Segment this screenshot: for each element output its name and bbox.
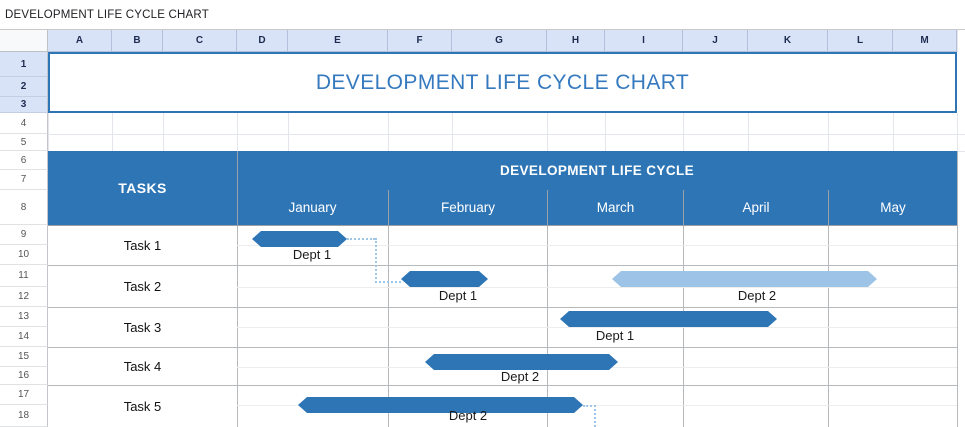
table-right-border	[957, 151, 958, 427]
grid-line-v	[452, 113, 453, 151]
row-header-18[interactable]: 18	[0, 405, 48, 427]
gantt-group-header[interactable]: DEVELOPMENT LIFE CYCLE	[237, 151, 957, 190]
grid-line-v	[957, 30, 958, 52]
row-header-15[interactable]: 15	[0, 347, 48, 367]
grid-line-v	[48, 113, 49, 151]
gantt-bar-label[interactable]: Dept 2	[500, 369, 540, 384]
gantt-bar-label[interactable]: Dept 1	[292, 247, 332, 262]
column-header-a[interactable]: A	[48, 30, 112, 52]
gantt-line-h	[48, 307, 957, 308]
gantt-line-h	[48, 347, 957, 348]
grid-line-v	[547, 113, 548, 151]
grid-line-v	[683, 113, 684, 151]
connector-line	[375, 238, 377, 283]
row-header-12[interactable]: 12	[0, 287, 48, 307]
grid-line-v	[163, 113, 164, 151]
column-header-d[interactable]: D	[237, 30, 288, 52]
grid-line-v	[828, 113, 829, 151]
gantt-bar-task-2[interactable]	[612, 271, 877, 287]
gantt-bar-task-4[interactable]	[425, 354, 618, 370]
connector-line	[347, 238, 375, 240]
grid-line-v	[893, 113, 894, 151]
row-header-13[interactable]: 13	[0, 307, 48, 327]
gantt-bar-label[interactable]: Dept 1	[438, 288, 478, 303]
connector-line	[375, 281, 401, 283]
task-name-cell[interactable]: Task 1	[123, 237, 162, 253]
column-header-e[interactable]: E	[288, 30, 388, 52]
grid-line-h	[48, 134, 965, 135]
grid-line-v	[957, 113, 958, 151]
grid-line-v	[605, 113, 606, 151]
column-header-f[interactable]: F	[388, 30, 452, 52]
row-header-16[interactable]: 16	[0, 367, 48, 385]
row-header-6[interactable]: 6	[0, 151, 48, 170]
month-header-january[interactable]: January	[237, 190, 388, 225]
gantt-bar-task-5[interactable]	[298, 397, 583, 413]
row-header-7[interactable]: 7	[0, 170, 48, 190]
row-header-3[interactable]: 3	[0, 97, 48, 113]
gantt-bar-label[interactable]: Dept 2	[448, 408, 488, 423]
task-name-cell[interactable]: Task 2	[123, 278, 162, 294]
month-header-march[interactable]: March	[547, 190, 683, 225]
gantt-faint-line	[237, 287, 957, 288]
row-header-10[interactable]: 10	[0, 245, 48, 265]
column-header-m[interactable]: M	[893, 30, 957, 52]
gantt-line-v	[547, 225, 548, 427]
select-all-corner[interactable]	[0, 30, 48, 52]
column-header-c[interactable]: C	[163, 30, 237, 52]
task-name-cell[interactable]: Task 4	[123, 358, 162, 374]
table-line	[48, 225, 957, 226]
row-header-1[interactable]: 1	[0, 52, 48, 77]
grid-line-v	[748, 113, 749, 151]
task-name-cell[interactable]: Task 3	[123, 319, 162, 335]
gantt-bar-task-3[interactable]	[560, 311, 777, 327]
gantt-faint-line	[237, 245, 957, 246]
gantt-line-h	[48, 265, 957, 266]
row-header-4[interactable]: 4	[0, 113, 48, 134]
gantt-faint-line	[237, 327, 957, 328]
column-header-h[interactable]: H	[547, 30, 605, 52]
grid-line-v	[288, 113, 289, 151]
gantt-line-v	[388, 225, 389, 427]
sheet-title-cell[interactable]: DEVELOPMENT LIFE CYCLE CHART	[48, 52, 957, 113]
grid-line-v	[388, 113, 389, 151]
gantt-line-v	[237, 225, 238, 427]
column-header-l[interactable]: L	[828, 30, 893, 52]
gantt-bar-label[interactable]: Dept 2	[737, 288, 777, 303]
row-header-2[interactable]: 2	[0, 77, 48, 97]
month-header-february[interactable]: February	[388, 190, 547, 225]
month-header-april[interactable]: April	[683, 190, 828, 225]
connector-line	[594, 405, 596, 427]
gantt-faint-line	[237, 405, 957, 406]
gantt-line-v	[828, 225, 829, 427]
column-header-i[interactable]: I	[605, 30, 683, 52]
gantt-bar-task-1[interactable]	[252, 231, 347, 247]
column-header-k[interactable]: K	[748, 30, 828, 52]
gantt-bar-label[interactable]: Dept 1	[595, 328, 635, 343]
tasks-column-header[interactable]: TASKS	[48, 151, 237, 225]
column-header-g[interactable]: G	[452, 30, 547, 52]
gantt-bar-task-2[interactable]	[401, 271, 488, 287]
row-header-14[interactable]: 14	[0, 327, 48, 347]
connector-line	[583, 405, 596, 407]
document-title-bar: DEVELOPMENT LIFE CYCLE CHART	[0, 0, 965, 30]
row-header-11[interactable]: 11	[0, 265, 48, 287]
grid-line-v	[112, 113, 113, 151]
gantt-line-h	[48, 385, 957, 386]
row-header-8[interactable]: 8	[0, 190, 48, 225]
task-name-cell[interactable]: Task 5	[123, 398, 162, 414]
row-header-17[interactable]: 17	[0, 385, 48, 405]
document-title: DEVELOPMENT LIFE CYCLE CHART	[5, 8, 209, 21]
row-header-5[interactable]: 5	[0, 134, 48, 151]
month-header-may[interactable]: May	[828, 190, 957, 225]
column-header-b[interactable]: B	[112, 30, 163, 52]
grid-line-v	[237, 113, 238, 151]
column-header-j[interactable]: J	[683, 30, 748, 52]
table-line	[237, 151, 238, 225]
row-header-9[interactable]: 9	[0, 225, 48, 245]
